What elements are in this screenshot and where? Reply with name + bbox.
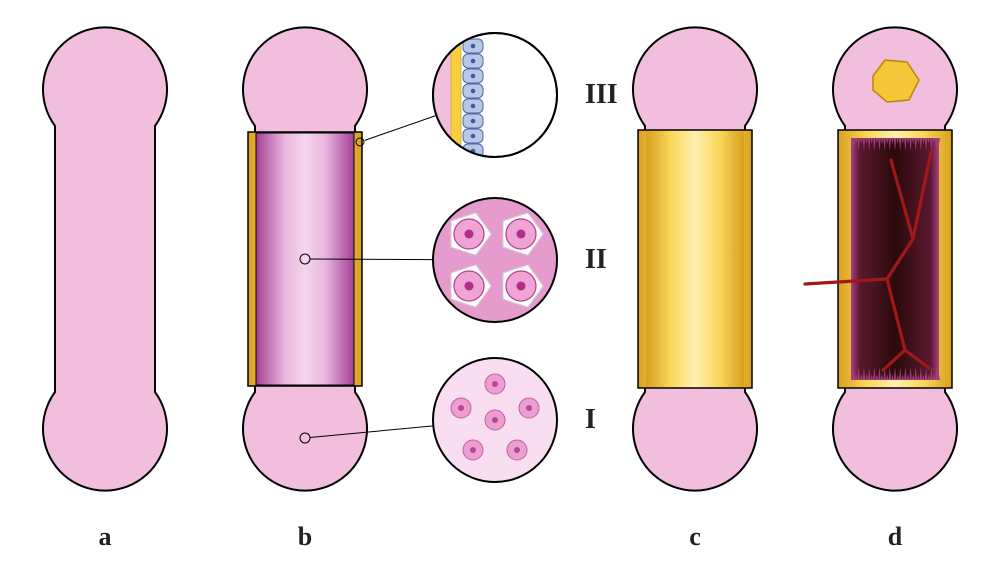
leader-iii [365,115,437,140]
leader-ii [310,259,433,260]
roman-label-ii: II [585,244,607,275]
panel-label-b: b [298,522,312,551]
panel-label-d: d [888,522,903,551]
panel-c-bone [633,27,757,490]
roman-label-i: I [585,404,596,435]
panel-label-a: a [99,522,112,551]
panel-a-bone-silhouette [43,27,167,490]
panel-d-bone [805,27,957,490]
inset-i [433,358,557,482]
inset-iii [433,33,557,158]
panel-c-shaft [646,131,744,387]
roman-label-iii: III [585,79,618,110]
inset-ii [433,198,557,322]
panel-a-bone [43,27,167,490]
panel-label-c: c [689,522,701,551]
